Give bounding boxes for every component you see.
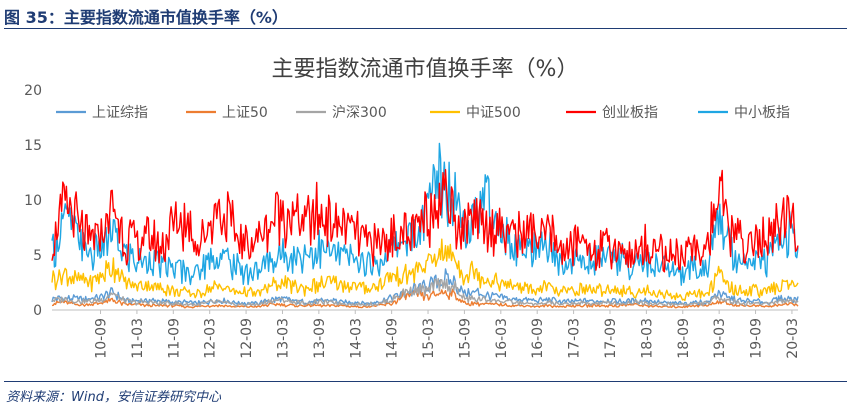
y-tick-label: 20 [24,83,42,99]
y-axis: 0 5 10 15 20 [24,83,42,319]
x-tick-label: 10-09 [94,318,110,359]
plot-area [51,142,799,309]
x-tick-label: 17-09 [603,318,619,359]
series-line-4 [51,169,799,273]
y-tick-label: 10 [24,193,42,209]
x-tick-label: 16-09 [530,318,546,359]
y-tick-label: 15 [24,138,42,154]
x-tick-label: 19-09 [749,318,765,359]
x-tick-label: 18-03 [639,318,655,359]
x-tick-label: 14-09 [385,318,401,359]
source-note: 资料来源：Wind，安信证券研究中心 [6,390,221,405]
chart-legend: 上证综指 上证50 沪深300 中证500 创业板指 中小板指 [56,105,790,121]
x-tick-label: 11-09 [166,318,182,359]
figure-header [4,2,847,29]
turnover-chart: 主要指数流通市值换手率（%） 上证综指 上证50 沪深300 中证500 创业板指 中小板… [24,57,801,359]
y-tick-label: 5 [33,248,42,264]
x-tick-label: 20-03 [785,318,801,359]
x-tick-label: 16-03 [494,318,510,359]
x-tick-label: 17-03 [567,318,583,359]
x-tick-label: 14-03 [348,318,364,359]
x-tick-label: 11-03 [130,318,146,359]
legend-label: 上证综指 [92,105,148,121]
x-tick-label: 15-09 [457,318,473,359]
x-axis: 10-09 11-03 11-09 12-03 12-09 13-03 13-09 14-03… [52,309,801,359]
chart-title: 主要指数流通市值换手率（%） [272,57,579,82]
y-tick-label: 0 [33,303,42,319]
series-line-0 [51,268,799,307]
legend-label: 创业板指 [602,105,658,121]
x-tick-label: 12-03 [203,318,219,359]
legend-label: 中小板指 [734,105,790,121]
series-line-2 [52,277,799,307]
series-line-3 [51,238,799,302]
x-tick-label: 15-03 [421,318,437,359]
legend-label: 中证500 [466,105,521,121]
x-tick-label: 13-03 [275,318,291,359]
legend-label: 沪深300 [332,105,387,121]
legend-label: 上证50 [222,105,268,121]
x-tick-label: 12-09 [239,318,255,359]
x-tick-label: 13-09 [312,318,328,359]
x-tick-label: 18-09 [676,318,692,359]
footer-divider [4,381,847,382]
x-tick-label: 19-03 [712,318,728,359]
figure-caption: 图 35：主要指数流通市值换手率（%） [4,8,288,27]
